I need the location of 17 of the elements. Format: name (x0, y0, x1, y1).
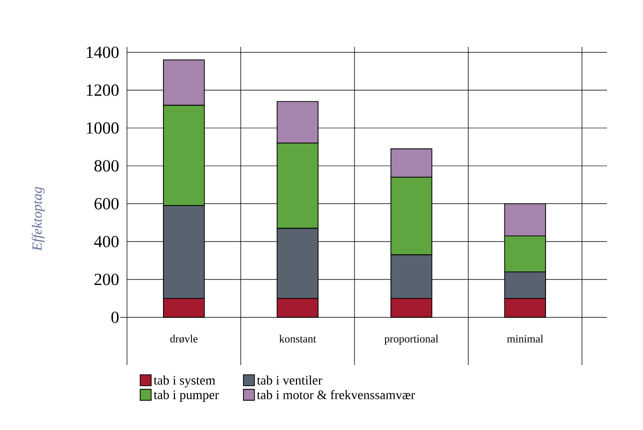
x-tick-label: proportional (384, 334, 438, 345)
y-axis-title: Effektoptag (32, 186, 45, 252)
legend-label: tab i system (154, 376, 216, 388)
y-tick-label: 400 (94, 236, 119, 248)
y-tick-label: 0 (111, 312, 119, 324)
x-tick-label: konstant (279, 334, 316, 342)
y-tick-label: 1400 (86, 46, 119, 58)
y-tick-label: 800 (94, 160, 119, 172)
x-tick-label: minimal (507, 334, 544, 342)
legend-label: tab i pumper (154, 390, 219, 402)
y-tick-label: 200 (94, 274, 119, 286)
x-tick-label: drøvle (170, 334, 198, 343)
y-tick-label: 600 (94, 198, 119, 210)
legend-label: tab i motor & frekvenssamvær (256, 390, 415, 400)
y-tick-label: 1200 (86, 84, 119, 96)
legend-label: tab i ventiler (256, 376, 322, 385)
y-tick-label: 1000 (86, 122, 119, 134)
